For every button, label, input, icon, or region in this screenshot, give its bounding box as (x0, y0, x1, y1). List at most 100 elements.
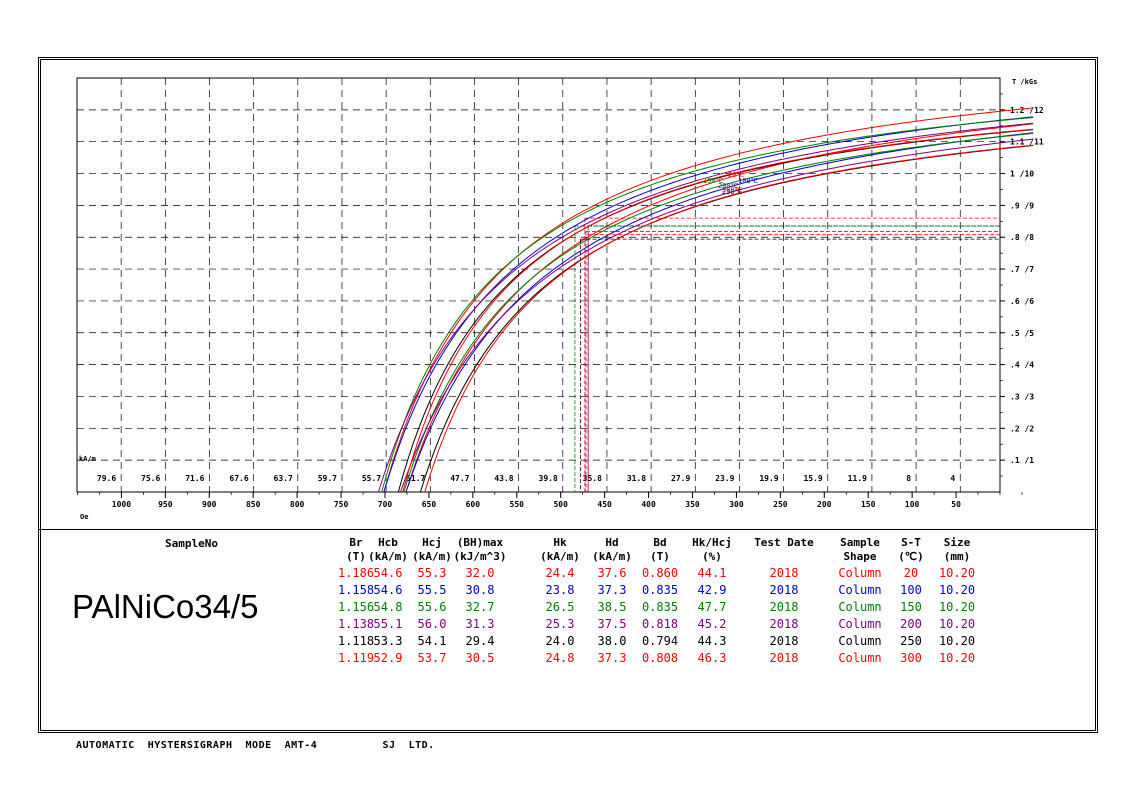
x-oe-tick-label: 750 (334, 500, 349, 509)
y-tick-label: .7 /7 (1010, 265, 1034, 274)
table-cell: 24.4 (545, 566, 575, 580)
x-kam-tick-label: 75.6 (141, 474, 160, 483)
demag-curve-secondary-300℃ (424, 144, 1034, 493)
x-oe-tick-label: 200 (817, 500, 832, 509)
table-cell: 44.3 (697, 634, 727, 648)
footer-company: SJ LTD. (382, 740, 435, 751)
table-cell: 23.8 (545, 583, 575, 597)
demag-curve-secondary-250℃ (419, 145, 1034, 493)
curve-label: 150℃ (703, 177, 724, 185)
inner-frame (40, 59, 1096, 731)
x-oe-tick-label: 700 (378, 500, 393, 509)
table-cell: 1.158 (337, 583, 375, 597)
x-oe-tick-label: 500 (553, 500, 568, 509)
curve-label: 200℃ (718, 182, 739, 190)
table-cell: 1.138 (337, 617, 375, 631)
y-tick-label: .6 /6 (1010, 297, 1034, 306)
table-cell: 56.0 (417, 617, 447, 631)
y-tick-label: 1.1 /11 (1010, 138, 1044, 147)
x-oe-tick-label: 650 (422, 500, 437, 509)
demagnetization-chart: .1 /1 .2 /2 .3 /3 .4 /4 .5 /5 .6 /6 .7 /7 .8 /8… (76, 77, 1044, 521)
x-oe-tick-label: 550 (510, 500, 525, 509)
table-cell: Column (838, 583, 882, 597)
table-cell: 37.3 (597, 583, 627, 597)
x-kam-tick-label: 71.6 (185, 474, 204, 483)
table-header: Sample Shape (840, 536, 880, 563)
x-kam-tick-label: 31.8 (627, 474, 646, 483)
table-header: Hk/Hcj (%) (692, 536, 732, 563)
table-header: Bd (T) (650, 536, 670, 563)
table-header: Hcj (kA/m) (412, 536, 452, 563)
sample-name: PAlNiCo34/5 (72, 588, 259, 625)
sampleno-label: SampleNo (165, 537, 218, 550)
x-kam-tick-label: 43.8 (494, 474, 513, 483)
y-tick-label: 1.2 /12 (1010, 106, 1044, 115)
table-header: Hd (kA/m) (592, 536, 632, 563)
table-cell: 2018 (769, 583, 799, 597)
x-kam-tick-label: 8 (906, 474, 911, 483)
table-cell: 32.7 (465, 600, 495, 614)
y-tick-label: .3 /3 (1010, 392, 1034, 401)
y-axis-label: T /kGs (1012, 78, 1037, 86)
x-kam-tick-label: 19.9 (759, 474, 778, 483)
y-tick-label: 1 /10 (1010, 170, 1034, 179)
table-cell: 45.2 (697, 617, 727, 631)
table-cell: 0.808 (641, 651, 679, 665)
x-oe-tick-label: 350 (685, 500, 700, 509)
table-cell: 30.5 (465, 651, 495, 665)
table-cell: 300 (900, 651, 922, 665)
x-oe-tick-label: 50 (951, 500, 961, 509)
table-cell: 55.1 (373, 617, 403, 631)
table-cell: 10.20 (938, 651, 976, 665)
table-cell: 10.20 (938, 634, 976, 648)
demag-curve-20℃ (383, 107, 1034, 493)
table-cell: 1.118 (337, 634, 375, 648)
curve-label: 100℃ (738, 177, 759, 185)
plot-area (76, 77, 1001, 493)
table-header: Hk (kA/m) (540, 536, 580, 563)
table-cell: 24.0 (545, 634, 575, 648)
y-tick-label: .1 /1 (1010, 456, 1034, 465)
table-cell: 0.860 (641, 566, 679, 580)
table-cell: 37.6 (597, 566, 627, 580)
x-oe-tick-label: 250 (773, 500, 788, 509)
table-cell: 38.5 (597, 600, 627, 614)
table-cell: 54.6 (373, 583, 403, 597)
x-kam-tick-label: 15.9 (803, 474, 822, 483)
x-oe-tick-label: 300 (729, 500, 744, 509)
demag-curve-secondary-150℃ (403, 132, 1034, 493)
table-cell: 100 (900, 583, 922, 597)
table-cell: 1.186 (337, 566, 375, 580)
table-cell: 46.3 (697, 651, 727, 665)
table-cell: 10.20 (938, 566, 976, 580)
table-cell: 44.1 (697, 566, 727, 580)
y-tick-label: .5 /5 (1010, 329, 1034, 338)
table-cell: 53.7 (417, 651, 447, 665)
table-cell: 31.3 (465, 617, 495, 631)
table-cell: 2018 (769, 617, 799, 631)
x-kam-tick-label: 67.6 (229, 474, 248, 483)
x-kam-tick-label: 4 (950, 474, 955, 483)
demag-curve-150℃ (381, 117, 1034, 493)
table-cell: Column (838, 566, 882, 580)
x-oe-tick-label: 800 (290, 500, 305, 509)
table-cell: 250 (900, 634, 922, 648)
table-cell: Column (838, 617, 882, 631)
table-cell: 52.9 (373, 651, 403, 665)
y-tick-label: .4 /4 (1010, 361, 1034, 370)
table-cell: 150 (900, 600, 922, 614)
x-kam-tick-label: 47.7 (450, 474, 469, 483)
x-kam-tick-label: 27.9 (671, 474, 690, 483)
table-cell: 0.835 (641, 600, 679, 614)
x-oe-tick-label: 1000 (112, 500, 131, 509)
table-cell: 10.20 (938, 583, 976, 597)
table-cell: 47.7 (697, 600, 727, 614)
table-cell: 2018 (769, 634, 799, 648)
x-kam-axis-label: kA/m (79, 455, 96, 463)
x-kam-tick-label: 51.7 (406, 474, 425, 483)
x-oe-tick-label: 450 (597, 500, 612, 509)
table-cell: 53.3 (373, 634, 403, 648)
curve-label: 300℃ (722, 186, 743, 194)
table-cell: 38.0 (597, 634, 627, 648)
table-cell: 55.6 (417, 600, 447, 614)
